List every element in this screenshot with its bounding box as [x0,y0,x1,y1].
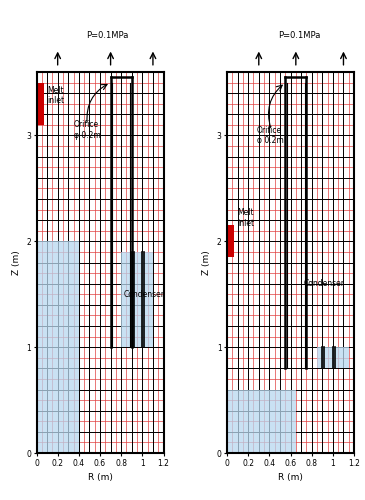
Text: P=0.1MPa: P=0.1MPa [86,31,128,40]
Bar [227,226,234,257]
Bar [121,252,153,347]
Text: P=0.1MPa: P=0.1MPa [278,31,320,40]
Bar [227,390,296,453]
Bar [36,242,79,453]
X-axis label: R (m): R (m) [278,473,303,482]
Bar [36,82,44,125]
Text: Orifice
φ 0.2m: Orifice φ 0.2m [257,126,283,145]
Bar [317,347,349,368]
Text: Condenser: Condenser [303,279,344,288]
Y-axis label: Z (m): Z (m) [202,250,211,275]
Text: Condenser: Condenser [123,290,164,299]
X-axis label: R (m): R (m) [88,473,112,482]
Text: Orifice
φ 0.2m: Orifice φ 0.2m [73,120,100,140]
Text: Melt
inlet: Melt inlet [238,208,255,228]
Text: Melt
inlet: Melt inlet [47,86,64,105]
Y-axis label: Z (m): Z (m) [12,250,20,275]
